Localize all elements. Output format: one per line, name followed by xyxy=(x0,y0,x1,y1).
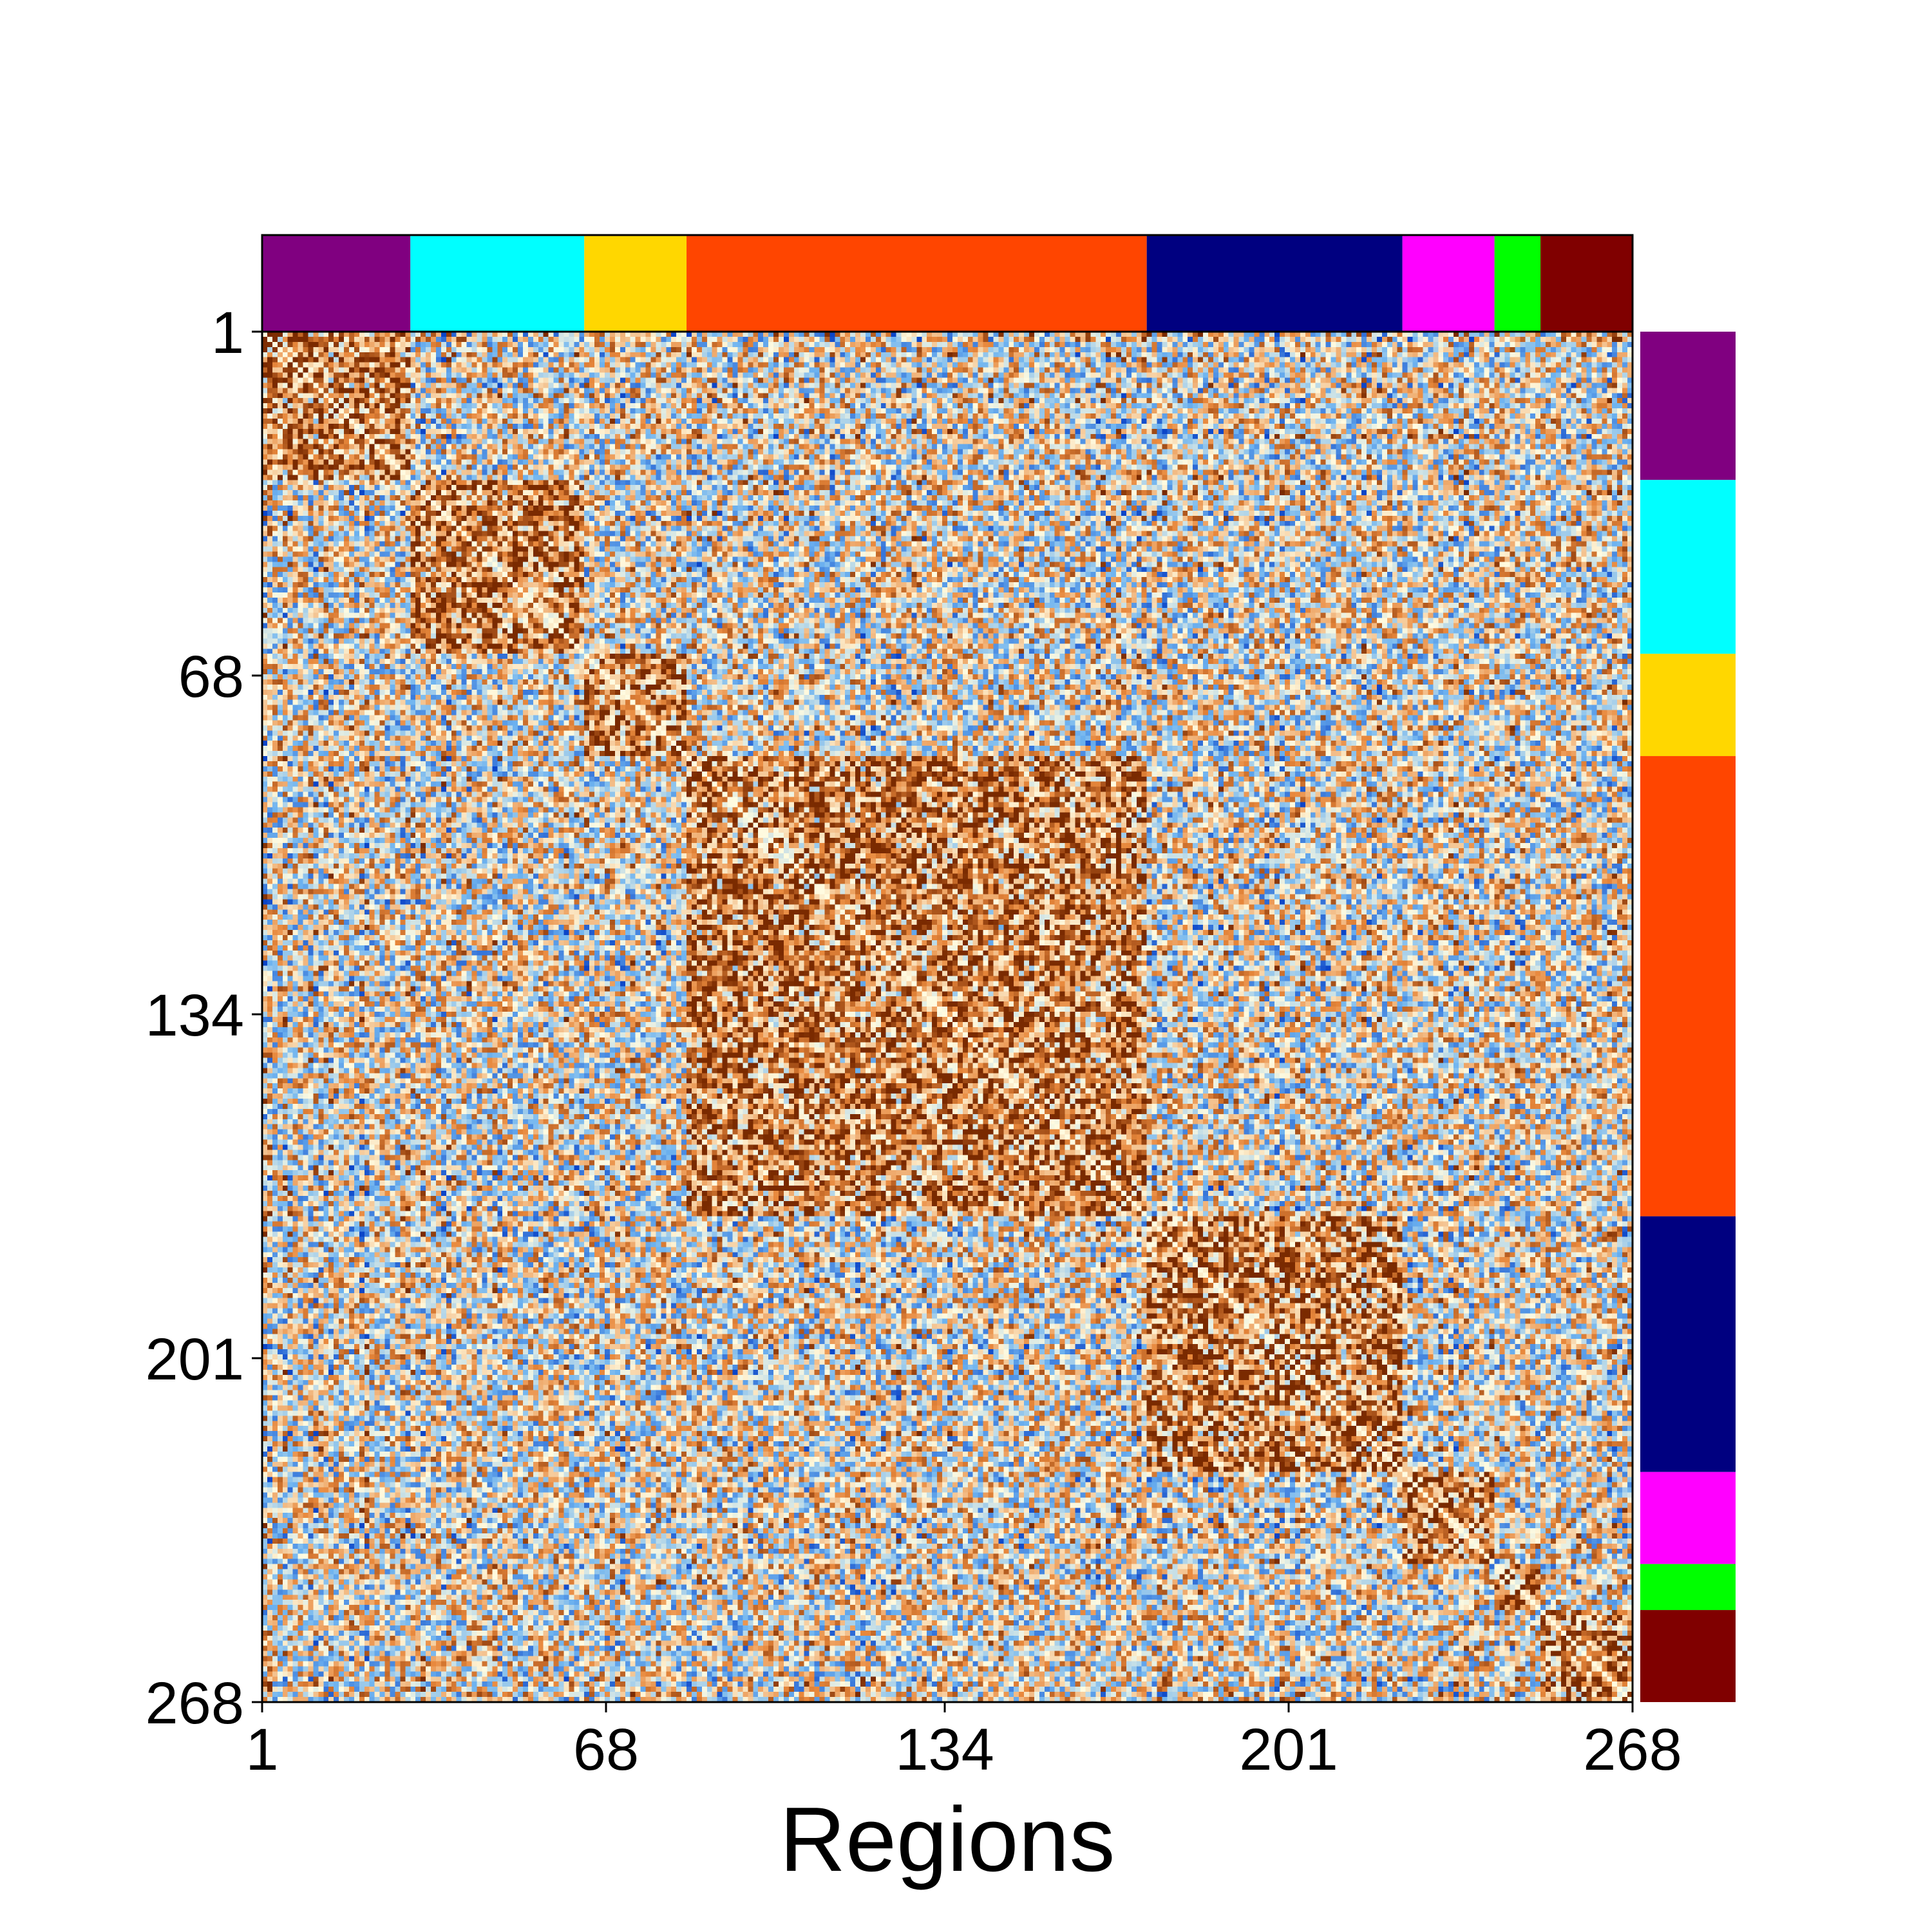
y-tick-label: 134 xyxy=(146,983,245,1048)
side-network-segment-6 xyxy=(1640,1472,1736,1564)
top-network-segment-8 xyxy=(1540,235,1633,332)
x-tick-label: 1 xyxy=(245,1717,278,1783)
top-network-bar xyxy=(261,234,1634,333)
y-tick-label: 1 xyxy=(211,300,244,366)
x-tick-label: 134 xyxy=(895,1717,994,1783)
y-tick-label: 201 xyxy=(146,1327,245,1392)
side-network-segment-8 xyxy=(1640,1610,1736,1702)
connectivity-heatmap xyxy=(262,332,1633,1702)
y-tick-label: 68 xyxy=(178,644,244,710)
side-network-segment-7 xyxy=(1640,1564,1736,1611)
top-network-segment-6 xyxy=(1402,235,1495,332)
heatmap-frame xyxy=(261,330,1634,1703)
x-axis-title: Regions xyxy=(780,1788,1115,1891)
top-network-segment-3 xyxy=(584,235,687,332)
x-axis-ticks: 1 68 134 201 268 xyxy=(245,1702,1682,1783)
top-network-segment-5 xyxy=(1146,235,1403,332)
x-tick-label: 201 xyxy=(1239,1717,1338,1783)
side-network-segment-2 xyxy=(1640,480,1736,654)
top-network-segment-4 xyxy=(687,235,1147,332)
top-network-segment-7 xyxy=(1494,235,1541,332)
x-tick-label: 268 xyxy=(1583,1717,1682,1783)
side-network-segment-4 xyxy=(1640,756,1736,1217)
side-network-segment-1 xyxy=(1640,332,1736,480)
y-tick-label: 268 xyxy=(146,1671,245,1736)
top-network-segment-2 xyxy=(410,235,585,332)
y-axis-ticks: 1 68 134 201 268 xyxy=(146,300,262,1736)
side-network-segment-5 xyxy=(1640,1216,1736,1472)
side-network-bar xyxy=(1640,332,1736,1702)
side-network-segment-3 xyxy=(1640,654,1736,757)
top-network-segment-1 xyxy=(262,235,411,332)
x-tick-label: 68 xyxy=(573,1717,639,1783)
